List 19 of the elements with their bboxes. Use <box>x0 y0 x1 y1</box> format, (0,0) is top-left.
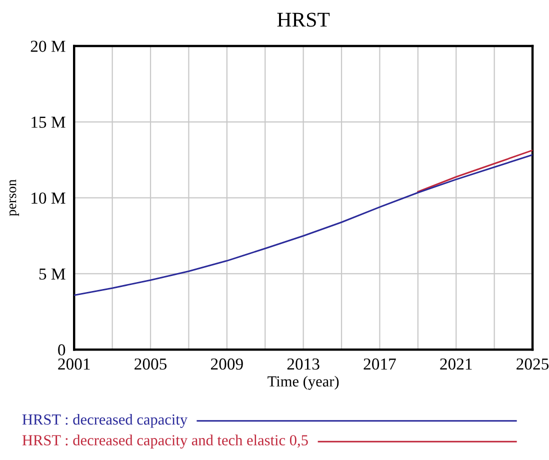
y-tick-label: 5 M <box>39 268 66 280</box>
x-tick-label: 2013 <box>287 358 320 370</box>
line-series <box>417 150 533 192</box>
y-tick-label: 10 M <box>32 192 66 204</box>
text: HRST : decreased capacity <box>22 414 188 428</box>
y-tick-label: 0 <box>58 344 66 356</box>
x-tick-label: 2021 <box>440 358 472 370</box>
x-tick-label: 2025 <box>516 358 549 370</box>
x-axis-title: Time (year) <box>268 376 339 390</box>
line-series <box>74 154 533 296</box>
y-tick-label: 20 M <box>30 40 66 52</box>
y-tick-label: 15 M <box>32 116 66 128</box>
chart-title: HRST <box>277 12 330 27</box>
x-tick-label: 2017 <box>364 358 396 370</box>
x-tick-label: 2009 <box>210 358 243 370</box>
x-tick-label: 2001 <box>58 358 90 370</box>
y-axis-title: person <box>10 179 20 216</box>
x-tick-label: 2005 <box>134 358 167 370</box>
text: HRST : decreased capacity and tech elastic 0,5 <box>22 434 308 449</box>
